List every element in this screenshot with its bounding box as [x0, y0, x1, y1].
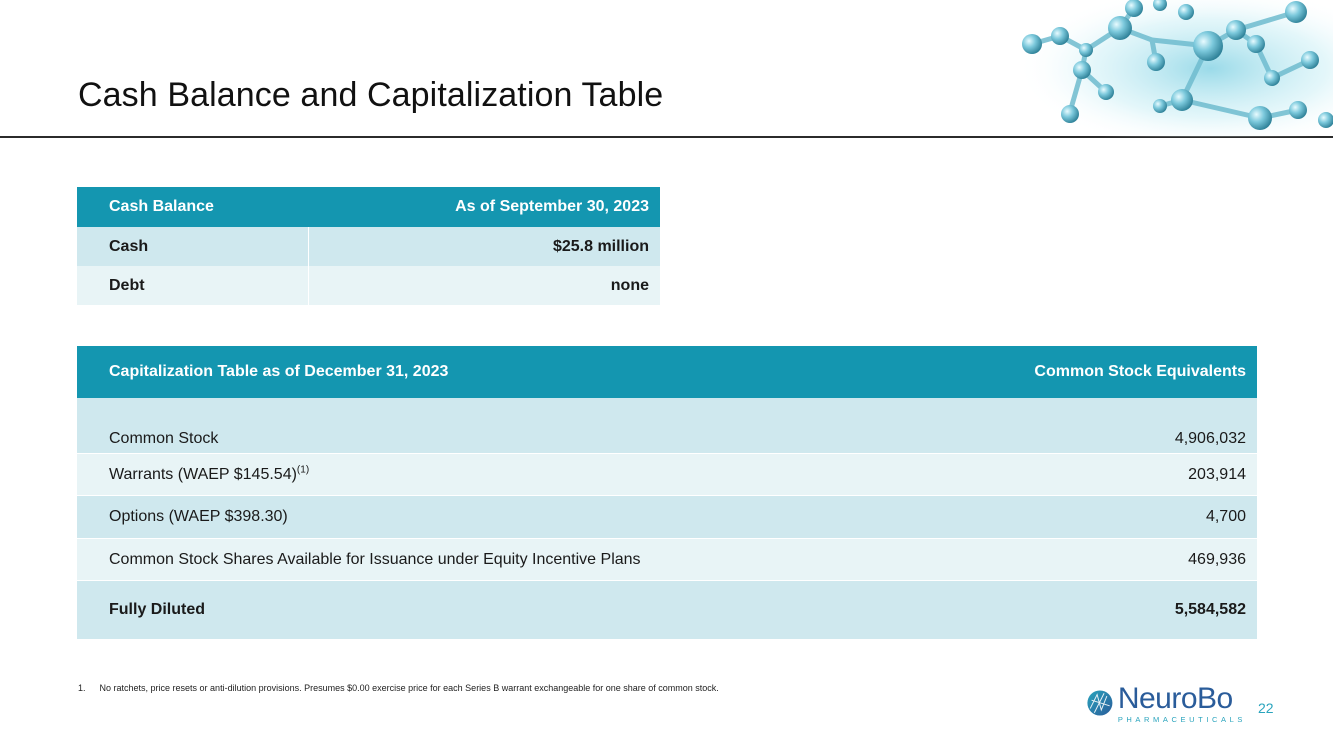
molecule-graphic: [1010, 0, 1333, 137]
table-row: Cash $25.8 million: [77, 227, 660, 266]
footnote: 1. No ratchets, price resets or anti-dil…: [78, 683, 719, 693]
row-value: $25.8 million: [552, 237, 649, 255]
row-value: 203,914: [1188, 465, 1246, 483]
footnote-text: No ratchets, price resets or anti-diluti…: [99, 683, 719, 693]
row-label-text: Warrants (WAEP $145.54): [109, 465, 297, 483]
table-row: Options (WAEP $398.30) 4,700: [77, 496, 1257, 539]
total-label: Fully Diluted: [109, 601, 205, 618]
row-value: 469,936: [1188, 550, 1246, 568]
row-value: 4,700: [1205, 508, 1246, 525]
total-value: 5,584,582: [1174, 601, 1246, 618]
title-divider: [0, 136, 1333, 138]
cap-header-label: Capitalization Table as of December 31, …: [109, 363, 449, 380]
cash-header-date: As of September 30, 2023: [455, 198, 649, 215]
table-row: Common Stock 4,906,032: [77, 420, 1257, 454]
page-title: Cash Balance and Capitalization Table: [78, 76, 664, 114]
logo-name: NeuroBo: [1117, 682, 1233, 715]
cap-table-header: Capitalization Table as of December 31, …: [77, 346, 1257, 398]
cash-table-header: Cash Balance As of September 30, 2023: [77, 187, 660, 227]
row-label: Warrants (WAEP $145.54)(1): [109, 464, 310, 484]
capitalization-table: Capitalization Table as of December 31, …: [77, 346, 1257, 639]
table-row: Debt none: [77, 266, 660, 305]
row-label: Cash: [77, 227, 309, 266]
cash-header-label: Cash Balance: [109, 198, 214, 215]
row-label: Options (WAEP $398.30): [109, 508, 288, 526]
neurobo-logo-icon: [1087, 690, 1113, 716]
row-label: Common Stock: [109, 430, 218, 448]
row-value: none: [610, 276, 649, 294]
total-row: Fully Diluted 5,584,582: [77, 581, 1257, 639]
company-logo: NeuroBo PHARMACEUTICALS: [1086, 683, 1246, 729]
cap-header-value: Common Stock Equivalents: [1034, 363, 1246, 380]
row-value: 4,906,032: [1174, 429, 1246, 447]
logo-subtitle: PHARMACEUTICALS: [1117, 715, 1246, 724]
cap-table-spacer: [77, 398, 1257, 420]
cash-balance-table: Cash Balance As of September 30, 2023 Ca…: [77, 187, 660, 305]
page-number: 22: [1258, 700, 1274, 716]
table-row: Warrants (WAEP $145.54)(1) 203,914: [77, 454, 1257, 496]
footnote-number: 1.: [78, 683, 86, 693]
footnote-ref: (1): [296, 464, 310, 476]
row-label-text: Common Stock: [109, 429, 219, 447]
row-label-text: Options (WAEP $398.30): [109, 508, 288, 525]
row-label: Common Stock Shares Available for Issuan…: [109, 551, 641, 569]
table-row: Common Stock Shares Available for Issuan…: [77, 539, 1257, 581]
row-label: Debt: [77, 266, 309, 305]
row-label-text: Common Stock Shares Available for Issuan…: [109, 550, 641, 568]
